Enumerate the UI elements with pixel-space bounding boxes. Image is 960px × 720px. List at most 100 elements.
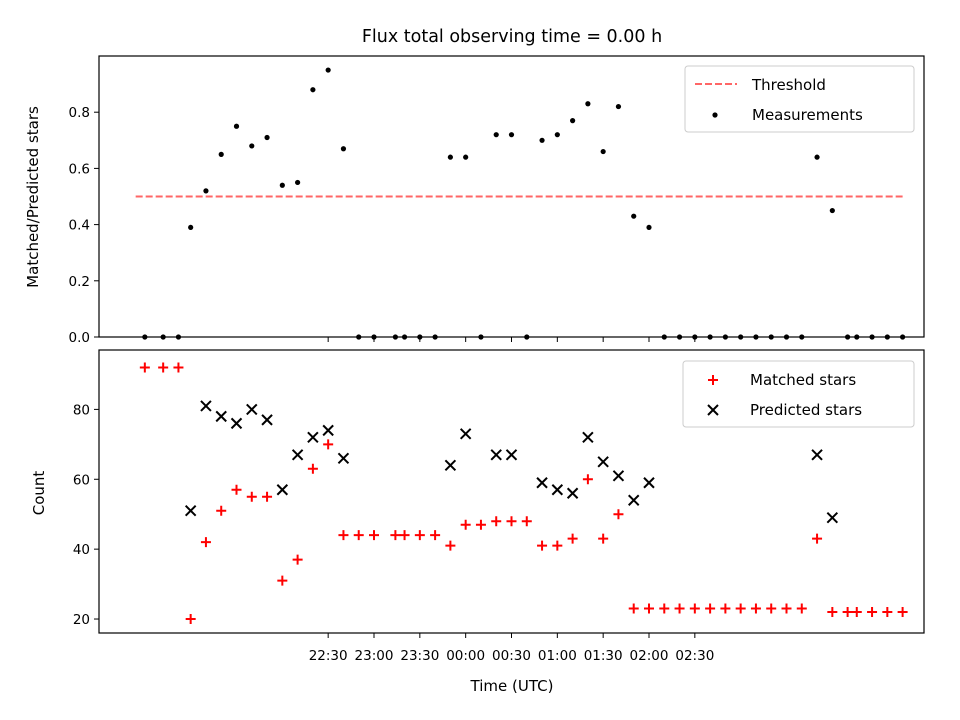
- legend-predicted-label: Predicted stars: [750, 401, 862, 419]
- matched-star-point: [567, 533, 578, 544]
- matched-star-point: [323, 439, 334, 450]
- bottom-y-tick-label: 40: [73, 542, 90, 558]
- measurement-point: [539, 137, 545, 143]
- matched-star-point: [399, 530, 410, 541]
- predicted-star-point: [582, 431, 594, 444]
- predicted-star-point: [444, 459, 457, 472]
- matched-star-point: [231, 484, 242, 495]
- matched-star-point: [292, 554, 303, 565]
- predicted-star-point: [337, 452, 350, 465]
- measurement-point: [493, 132, 499, 138]
- top-legend-box: [684, 65, 915, 133]
- bottom-y-axis-label: Count: [30, 471, 48, 516]
- matched-star-point: [521, 516, 532, 527]
- matched-star-point: [705, 603, 716, 614]
- predicted-star-point: [184, 505, 197, 517]
- legend-predicted-swatch: [707, 404, 719, 416]
- predicted-star-point: [215, 410, 227, 423]
- bottom-x-tick-label: 00:00: [446, 648, 485, 664]
- matched-star-point: [659, 603, 670, 614]
- predicted-star-point: [322, 424, 334, 437]
- measurement-point: [264, 134, 270, 141]
- top-y-tick-label: 0.2: [69, 274, 90, 290]
- matched-star-point: [173, 362, 184, 373]
- matched-star-point: [390, 530, 401, 541]
- matched-star-point: [200, 537, 211, 548]
- measurement-point: [447, 154, 453, 160]
- matched-star-point: [720, 603, 731, 614]
- predicted-star-point: [459, 428, 472, 440]
- legend-threshold-label: Threshold: [751, 76, 826, 94]
- bottom-panel: 20 40 60 80 22:30 23:00 23:30 00:00 00:30 01:00 01…: [73, 349, 925, 664]
- matched-star-point: [750, 603, 761, 614]
- bottom-x-tick-label: 02:30: [675, 648, 714, 664]
- measurement-point: [249, 143, 255, 149]
- matched-star-point: [613, 509, 624, 520]
- measurement-point: [188, 224, 194, 231]
- matched-star-point: [158, 362, 169, 373]
- top-y-tick-label: 0.8: [69, 105, 90, 121]
- top-panel: 0.0 0.2 0.4 0.6 0.8 Threshold Measurements: [69, 55, 925, 346]
- measurement-point: [615, 103, 622, 110]
- measurement-point: [310, 87, 316, 93]
- measurement-point: [203, 188, 209, 194]
- measurement-point: [554, 132, 560, 138]
- measurement-point: [233, 123, 240, 129]
- legend-matched-swatch: [708, 375, 718, 385]
- matched-star-point: [185, 614, 196, 625]
- predicted-star-point: [505, 449, 518, 461]
- matched-star-point: [216, 505, 227, 516]
- matched-star-point: [827, 607, 838, 618]
- bottom-x-tick-label: 22:30: [309, 648, 348, 664]
- measurement-point: [570, 118, 576, 124]
- matched-star-point: [766, 603, 777, 614]
- matched-star-point: [689, 603, 700, 614]
- matched-star-point: [882, 607, 893, 618]
- chart-title: Flux total observing time = 0.00 h: [362, 27, 662, 47]
- predicted-star-point: [628, 494, 640, 506]
- measurement-point: [829, 207, 835, 214]
- predicted-star-point: [200, 400, 212, 412]
- top-y-tick-label: 0.4: [69, 218, 90, 234]
- legend-matched-label: Matched stars: [750, 371, 856, 389]
- matched-star-point: [475, 519, 486, 530]
- matched-star-point: [628, 603, 639, 614]
- bottom-legend: Matched stars Predicted stars: [682, 360, 915, 428]
- matched-star-point: [262, 491, 273, 502]
- matched-star-point: [246, 491, 257, 502]
- measurement-point: [295, 179, 301, 186]
- top-y-tick-label: 0.0: [69, 330, 90, 346]
- x-axis-label: Time (UTC): [470, 677, 554, 695]
- predicted-star-point: [536, 477, 548, 489]
- matched-star-point: [812, 533, 823, 544]
- predicted-star-point: [230, 417, 243, 430]
- predicted-star-point: [307, 431, 319, 444]
- legend-measurements-label: Measurements: [752, 106, 863, 124]
- predicted-star-point: [643, 477, 655, 489]
- bottom-x-tick-label: 01:30: [584, 648, 623, 664]
- measurement-point: [814, 154, 820, 160]
- top-y-tick-label: 0.6: [69, 161, 90, 177]
- matched-star-point: [537, 540, 548, 551]
- bottom-y-tick-label: 20: [73, 612, 90, 628]
- measurement-point: [340, 146, 347, 152]
- bottom-x-tick-label: 02:00: [630, 648, 669, 664]
- measurement-point: [631, 213, 637, 219]
- matched-star-point: [277, 575, 288, 586]
- matched-star-point: [552, 540, 563, 551]
- legend-measurements-swatch: [712, 112, 718, 118]
- predicted-star-point: [826, 511, 839, 524]
- measurement-point: [646, 224, 652, 231]
- matched-star-point: [842, 607, 853, 618]
- bottom-x-tick-label: 23:30: [400, 648, 439, 664]
- matched-star-point: [598, 533, 609, 544]
- bottom-y-tick-label: 60: [73, 472, 90, 488]
- bottom-y-tick-label: 80: [73, 402, 90, 418]
- top-legend: Threshold Measurements: [684, 65, 915, 133]
- predicted-star-point: [612, 470, 625, 482]
- predicted-star-point: [490, 449, 502, 461]
- matched-star-point: [582, 474, 593, 485]
- predicted-star-point: [597, 456, 609, 468]
- top-y-axis-label: Matched/Predicted stars: [24, 106, 42, 288]
